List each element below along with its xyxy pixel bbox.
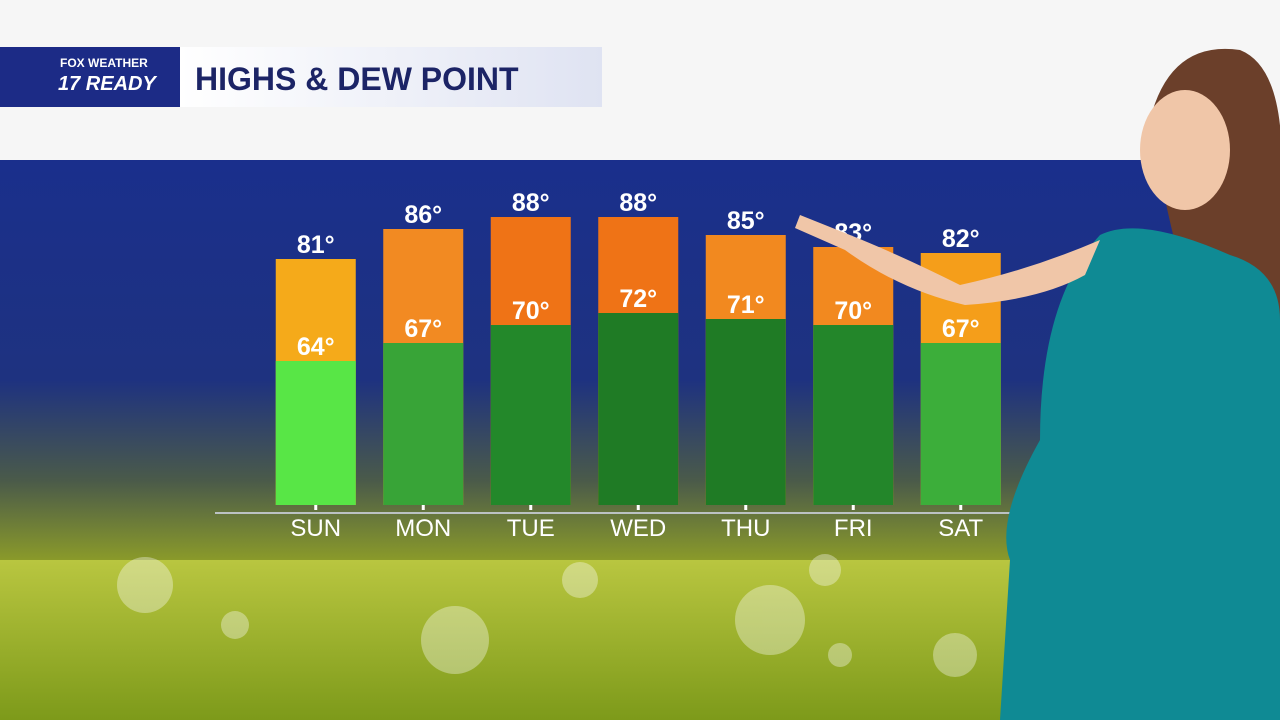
- dew-label: 64°: [297, 333, 335, 361]
- title-banner: [180, 47, 602, 107]
- x-tick-label: SAT: [938, 515, 983, 542]
- dew-bar: [383, 343, 464, 505]
- tick-mark: [314, 505, 318, 510]
- tick-mark: [851, 505, 855, 510]
- dew-label: 67°: [404, 315, 442, 343]
- dew-label: 72°: [619, 285, 657, 313]
- x-tick-label: TUE: [507, 515, 555, 542]
- bokeh: [117, 554, 977, 677]
- high-label: 81°: [297, 231, 335, 259]
- dew-bar: [705, 319, 786, 505]
- logo-top: FOX WEATHER: [60, 56, 148, 70]
- dew-bar: [920, 343, 1001, 505]
- x-tick-label: WED: [610, 515, 666, 542]
- dew-bar: [490, 325, 571, 505]
- x-tick-label: MON: [395, 515, 451, 542]
- x-tick-label: SUN: [290, 515, 341, 542]
- dew-bar: [813, 325, 894, 505]
- tick-mark: [421, 505, 425, 510]
- high-label: 85°: [727, 207, 765, 235]
- tick-mark: [529, 505, 533, 510]
- presenter: [795, 48, 1280, 720]
- tick-mark: [636, 505, 640, 510]
- dew-label: 70°: [834, 297, 872, 325]
- chart-title: HIGHS & DEW POINT: [195, 61, 519, 97]
- tick-mark: [959, 505, 963, 510]
- high-label: 86°: [404, 201, 442, 229]
- x-tick-label: FRI: [834, 515, 873, 542]
- logo-box: [0, 47, 180, 107]
- high-label: 82°: [942, 225, 980, 253]
- dew-bar: [275, 361, 356, 505]
- x-tick-label: THU: [721, 515, 770, 542]
- tick-mark: [744, 505, 748, 510]
- high-label: 88°: [512, 189, 550, 217]
- dew-label: 71°: [727, 291, 765, 319]
- dew-label: 67°: [942, 315, 980, 343]
- logo-bottom: 17 READY: [58, 73, 157, 95]
- high-label: 88°: [619, 189, 657, 217]
- dew-bar: [598, 313, 679, 505]
- dew-label: 70°: [512, 297, 550, 325]
